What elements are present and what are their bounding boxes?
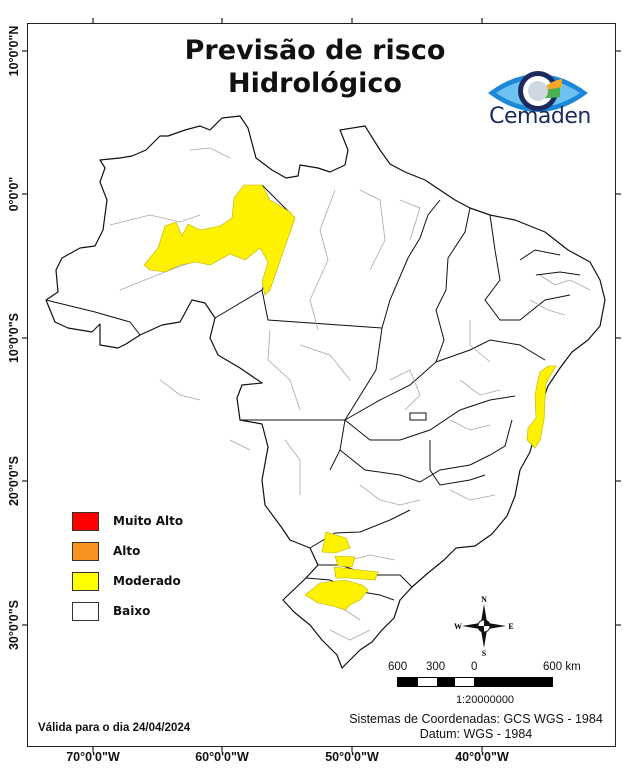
compass-s: S bbox=[482, 649, 487, 658]
latitude-label-30s: 30°0'0"S bbox=[7, 599, 21, 651]
compass-n: N bbox=[481, 595, 487, 604]
longitude-label-50w: 50°0'0"W bbox=[325, 750, 379, 764]
scale-label-600-km: 600 km bbox=[543, 661, 581, 673]
region-rio-grande-do-sul-moderado bbox=[304, 579, 369, 611]
moderate-risk-regions bbox=[143, 184, 557, 611]
legend-label: Alto bbox=[113, 544, 141, 558]
datum: Datum: WGS - 1984 bbox=[419, 727, 533, 741]
municipal-borders bbox=[109, 147, 591, 641]
latitude-label-20s: 20°0'0"S bbox=[7, 455, 21, 507]
region-santa-catarina-moderado bbox=[334, 555, 356, 568]
scale-bar bbox=[397, 677, 553, 687]
legend-label: Baixo bbox=[113, 604, 151, 618]
map-title-line1: Previsão de risco bbox=[184, 35, 446, 66]
valid-date: 24/04/2024 bbox=[132, 722, 191, 734]
legend-item-muito-alto: Muito Alto bbox=[72, 506, 183, 536]
region-parana-moderado bbox=[321, 531, 351, 554]
legend-label: Moderado bbox=[113, 574, 181, 588]
scale-ratio: 1:20000000 bbox=[455, 694, 515, 706]
cemaden-logo-text: Cemaden bbox=[489, 104, 591, 129]
region-santa-catarina-oeste-moderado bbox=[333, 566, 379, 581]
legend-item-baixo: Baixo bbox=[72, 596, 183, 626]
latitude-label-10s: 10°0'0"S bbox=[7, 312, 21, 364]
coord-system: Sistemas de Coordenadas: GCS WGS - 1984 bbox=[349, 712, 603, 726]
cemaden-eye-logo-icon bbox=[488, 71, 588, 112]
legend-swatch-moderado bbox=[72, 571, 99, 591]
region-amazonas-moderado bbox=[143, 184, 296, 296]
map-title-line2: Hidrológico bbox=[228, 68, 402, 99]
valid-date-text: Válida para o dia 24/04/2024 bbox=[38, 722, 190, 734]
scale-label-600-left: 600 bbox=[388, 661, 408, 673]
legend: Muito Alto Alto Moderado Baixo bbox=[72, 506, 183, 626]
frame-ticks bbox=[22, 18, 621, 752]
compass-w: W bbox=[454, 622, 462, 631]
scale-label-0: 0 bbox=[471, 661, 478, 673]
region-bahia-moderado bbox=[526, 365, 557, 449]
legend-swatch-muito-alto bbox=[72, 511, 99, 531]
north-arrow-compass-icon: N S W E bbox=[454, 595, 514, 658]
compass-e: E bbox=[508, 622, 513, 631]
coordinate-system-info: Sistemas de Coordenadas: GCS WGS - 1984 … bbox=[340, 712, 612, 742]
longitude-label-40w: 40°0'0"W bbox=[455, 750, 509, 764]
latitude-label-10n: 10°0'0"N bbox=[7, 25, 21, 77]
valid-prefix: Válida para o dia bbox=[38, 722, 130, 734]
legend-swatch-baixo bbox=[72, 601, 99, 621]
longitude-label-60w: 60°0'0"W bbox=[195, 750, 249, 764]
legend-swatch-alto bbox=[72, 541, 99, 561]
longitude-label-70w: 70°0'0"W bbox=[66, 750, 120, 764]
scale-labels: 600 300 0 600 km bbox=[385, 661, 585, 675]
map-title: Previsão de risco Hidrológico bbox=[150, 34, 480, 100]
latitude-label-0: 0°0'0" bbox=[7, 176, 21, 212]
legend-label: Muito Alto bbox=[113, 514, 184, 528]
scale-label-300: 300 bbox=[426, 661, 446, 673]
legend-item-moderado: Moderado bbox=[72, 566, 183, 596]
legend-item-alto: Alto bbox=[72, 536, 183, 566]
